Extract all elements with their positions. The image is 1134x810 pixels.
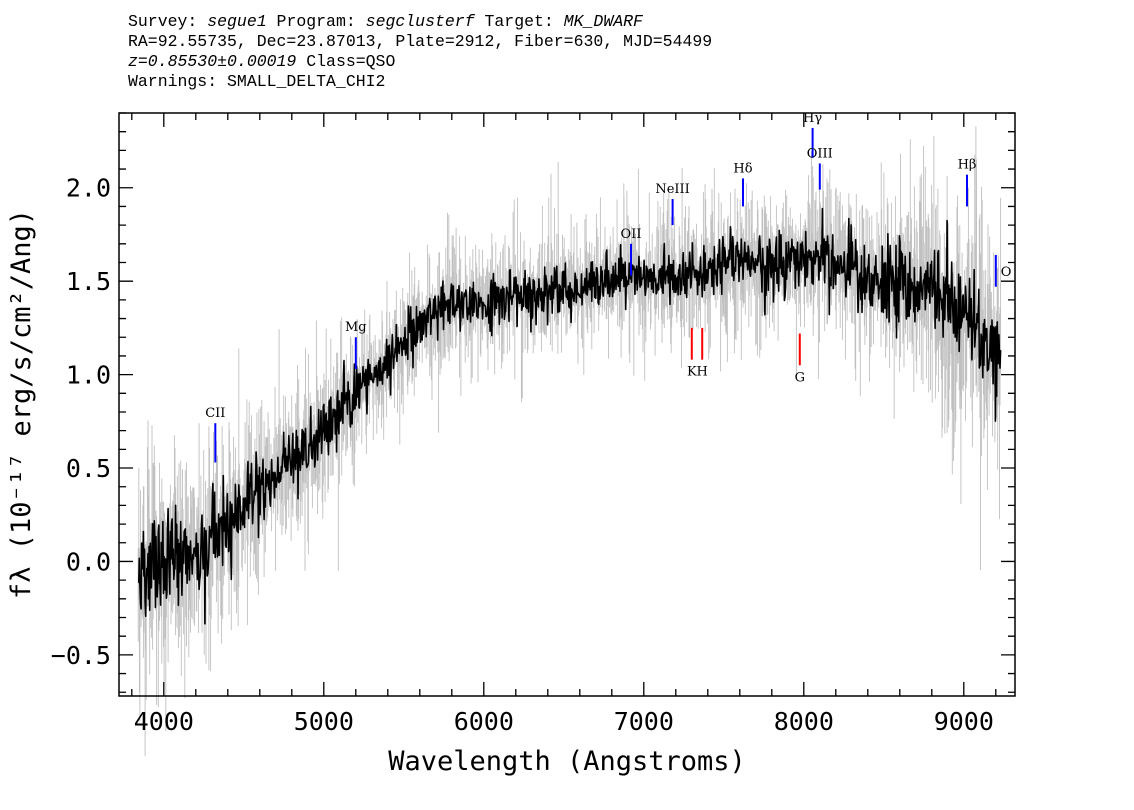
y-tick-label: 0.0 bbox=[66, 547, 111, 576]
line-label-g: G bbox=[795, 370, 805, 385]
axis-ticks bbox=[119, 112, 1015, 696]
line-label-cii: CII bbox=[205, 406, 225, 421]
header-line-warnings: Warnings: SMALL_DELTA_CHI2 bbox=[128, 72, 386, 91]
line-label-h: Hδ bbox=[733, 161, 752, 176]
x-tick-label: 6000 bbox=[454, 707, 514, 736]
header-line-coordinates: RA=92.55735, Dec=23.87013, Plate=2912, F… bbox=[128, 32, 713, 51]
x-tick-label: 7000 bbox=[614, 707, 674, 736]
x-tick-label: 9000 bbox=[934, 707, 994, 736]
x-tick-label: 5000 bbox=[294, 707, 354, 736]
target-value: MK_DWARF bbox=[563, 12, 643, 31]
x-tick-label: 4000 bbox=[134, 707, 194, 736]
x-tick-label: 8000 bbox=[774, 707, 834, 736]
tick-label-layer: 4000 5000 6000 7000 8000 9000 −0.5 0.0 0.5 1.0 1.5… bbox=[51, 174, 994, 736]
y-tick-label: −0.5 bbox=[51, 641, 111, 670]
target-label: Target: bbox=[484, 12, 554, 31]
y-tick-label: 1.5 bbox=[66, 267, 111, 296]
line-label-neiii: NeIII bbox=[655, 182, 689, 197]
program-value: segclusterf bbox=[365, 12, 475, 31]
flux-line bbox=[137, 207, 1002, 625]
plot-frame bbox=[118, 112, 1016, 697]
line-label-h: Hβ bbox=[958, 158, 977, 173]
line-label-h: H bbox=[697, 365, 708, 380]
error-band-layer bbox=[137, 126, 1002, 757]
header-line-redshift: z=0.85530±0.00019 Class=QSO bbox=[128, 52, 1028, 72]
header-line-survey: Survey: segue1 Program: segclusterf Targ… bbox=[128, 12, 1028, 32]
y-tick-label: 1.0 bbox=[66, 361, 111, 390]
y-axis-title: fλ (10⁻¹⁷ erg/s/cm²/Ang) bbox=[6, 209, 37, 599]
tick-layer bbox=[119, 112, 1015, 696]
redshift-value: z=0.85530±0.00019 bbox=[128, 52, 297, 71]
y-tick-label: 2.0 bbox=[66, 174, 111, 203]
survey-value: segue1 bbox=[207, 12, 267, 31]
flux-layer bbox=[137, 207, 1002, 625]
survey-label: Survey: bbox=[128, 12, 198, 31]
line-label-mg: Mg bbox=[345, 320, 367, 335]
y-tick-label: 0.5 bbox=[66, 454, 111, 483]
spectral-line-layer: CII Mg OII NeIII Hδ Hγ OIII Hβ O K H G bbox=[205, 111, 1012, 463]
line-label-h: Hγ bbox=[803, 111, 822, 126]
class-value: Class=QSO bbox=[306, 52, 396, 71]
x-axis-title: Wavelength (Angstroms) bbox=[388, 746, 746, 777]
line-label-oiii: OIII bbox=[807, 146, 833, 161]
line-label-k: K bbox=[687, 365, 697, 380]
error-band bbox=[137, 126, 1002, 757]
spectrum-header: Survey: segue1 Program: segclusterf Targ… bbox=[128, 12, 1028, 92]
line-label-oii: OII bbox=[621, 227, 642, 242]
program-label: Program: bbox=[276, 12, 356, 31]
line-label-o: O bbox=[1001, 265, 1012, 280]
